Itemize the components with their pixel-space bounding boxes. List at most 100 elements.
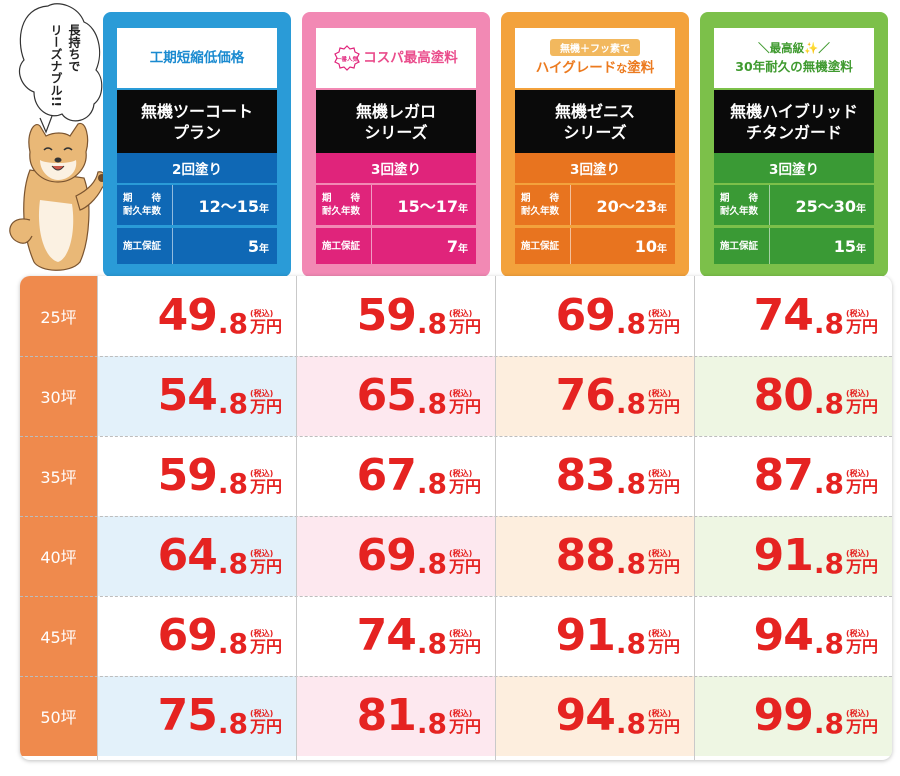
price-value: 83.8 (税込) 万円 bbox=[556, 454, 680, 498]
price-cell: 65.8 (税込) 万円 bbox=[297, 356, 495, 436]
price-integer: 87 bbox=[753, 450, 814, 501]
price-decimal: .8 bbox=[813, 387, 844, 420]
price-value: 74.8 (税込) 万円 bbox=[754, 294, 878, 338]
price-unit: 万円 bbox=[647, 477, 680, 496]
plan-tagline: 工期短縮低価格 bbox=[149, 49, 245, 66]
plan-warranty: 施工保証 15年 bbox=[714, 228, 874, 264]
price-integer: 91 bbox=[753, 530, 814, 581]
price-cell: 94.8 (税込) 万円 bbox=[695, 596, 892, 676]
plan-name-line2: シリーズ bbox=[364, 123, 428, 142]
plan-name: 無機レガロ シリーズ bbox=[316, 90, 476, 154]
price-integer: 67 bbox=[356, 450, 417, 501]
plan-name-line1: 無機レガロ bbox=[355, 102, 436, 121]
price-cell: 59.8 (税込) 万円 bbox=[98, 436, 296, 516]
price-value: 65.8 (税込) 万円 bbox=[357, 374, 481, 418]
price-value: 75.8 (税込) 万円 bbox=[158, 694, 282, 738]
price-integer: 64 bbox=[157, 530, 218, 581]
tax-included-label: (税込) bbox=[448, 629, 473, 638]
tax-included-label: (税込) bbox=[249, 469, 274, 478]
row-divider bbox=[20, 516, 892, 517]
price-integer: 94 bbox=[753, 610, 814, 661]
price-value: 76.8 (税込) 万円 bbox=[556, 374, 680, 418]
price-decimal: .8 bbox=[416, 627, 447, 660]
tax-included-label: (税込) bbox=[845, 709, 870, 718]
tax-included-label: (税込) bbox=[647, 389, 672, 398]
tax-included-label: (税込) bbox=[845, 309, 870, 318]
tax-included-label: (税込) bbox=[647, 549, 672, 558]
price-integer: 54 bbox=[157, 370, 218, 421]
price-integer: 69 bbox=[555, 290, 616, 341]
badge-text: 一番人気 bbox=[336, 55, 359, 63]
price-decimal: .8 bbox=[615, 467, 646, 500]
price-decimal: .8 bbox=[615, 307, 646, 340]
row-divider bbox=[20, 596, 892, 597]
durability-label: 期 待耐久年数 bbox=[515, 185, 571, 225]
price-decimal: .8 bbox=[615, 707, 646, 740]
plan-coats: 3回塗り bbox=[316, 153, 476, 183]
price-decimal: .8 bbox=[416, 467, 447, 500]
price-unit: 万円 bbox=[647, 717, 680, 736]
speech-text-line2: リーズナブル!! bbox=[49, 24, 63, 107]
plan-coats: 3回塗り bbox=[714, 153, 874, 183]
plan-durability: 期 待耐久年数 20〜23年 bbox=[515, 185, 675, 225]
plan-coats: 3回塗り bbox=[515, 153, 675, 183]
row-divider bbox=[20, 436, 892, 437]
price-unit: 万円 bbox=[845, 397, 878, 416]
table-row: 50坪 75.8 (税込) 万円 81.8 (税込) 万円 94.8 (税込) 万円 99.8 (税込… bbox=[20, 676, 892, 756]
plan-name-line2: チタンガード bbox=[745, 123, 842, 142]
price-cell: 88.8 (税込) 万円 bbox=[496, 516, 694, 596]
plan-tagline-line2: 30年耐久の無機塗料 bbox=[735, 58, 853, 74]
price-decimal: .8 bbox=[217, 307, 248, 340]
plan-name-line2: プラン bbox=[172, 123, 221, 142]
warranty-value: 5年 bbox=[247, 236, 269, 256]
tax-included-label: (税込) bbox=[845, 629, 870, 638]
price-unit: 万円 bbox=[249, 477, 282, 496]
plan-tagline-box: 無機＋フッ素で ハイグレードな塗料 bbox=[515, 28, 675, 88]
price-unit: 万円 bbox=[249, 317, 282, 336]
price-unit: 万円 bbox=[249, 717, 282, 736]
table-row: 40坪 64.8 (税込) 万円 69.8 (税込) 万円 88.8 (税込) 万円 91.8 (税込… bbox=[20, 516, 892, 596]
plan-coats: 2回塗り bbox=[117, 153, 277, 183]
price-value: 59.8 (税込) 万円 bbox=[357, 294, 481, 338]
plan-name-line2: シリーズ bbox=[563, 123, 627, 142]
plan-card-regalo: 一番人気 コスパ最高塗料 無機レガロシリーズ 3回塗り 期 待耐久年数 15〜1… bbox=[302, 12, 490, 277]
tax-included-label: (税込) bbox=[845, 549, 870, 558]
tax-included-label: (税込) bbox=[448, 309, 473, 318]
column-divider bbox=[97, 276, 98, 760]
price-cell: 64.8 (税込) 万円 bbox=[98, 516, 296, 596]
house-size-label: 25坪 bbox=[20, 276, 97, 356]
tax-included-label: (税込) bbox=[647, 309, 672, 318]
plan-warranty: 施工保証 7年 bbox=[316, 228, 476, 264]
plan-durability: 期 待耐久年数 15〜17年 bbox=[316, 185, 476, 225]
durability-label: 期 待耐久年数 bbox=[316, 185, 372, 225]
plan-name-line1: 無機ツーコート bbox=[140, 102, 253, 121]
tax-included-label: (税込) bbox=[249, 629, 274, 638]
plan-durability: 期 待耐久年数 25〜30年 bbox=[714, 185, 874, 225]
warranty-value: 15年 bbox=[833, 236, 866, 256]
plan-warranty: 施工保証 10年 bbox=[515, 228, 675, 264]
plan-name: 無機ツーコート プラン bbox=[117, 90, 277, 154]
price-decimal: .8 bbox=[615, 387, 646, 420]
price-decimal: .8 bbox=[615, 627, 646, 660]
price-cell: 91.8 (税込) 万円 bbox=[496, 596, 694, 676]
warranty-label: 施工保証 bbox=[316, 228, 372, 264]
column-divider bbox=[694, 276, 695, 760]
most-popular-badge-icon: 一番人気 bbox=[334, 45, 361, 71]
speech-text-line1: 長持ちで bbox=[67, 23, 81, 72]
price-integer: 69 bbox=[157, 610, 218, 661]
price-decimal: .8 bbox=[217, 467, 248, 500]
price-unit: 万円 bbox=[845, 317, 878, 336]
plan-name: 無機ハイブリッド チタンガード bbox=[714, 90, 874, 154]
durability-label: 期 待耐久年数 bbox=[117, 185, 173, 225]
row-divider bbox=[20, 676, 892, 677]
shiba-mascot-illustration: 長持ちで リーズナブル!! bbox=[9, 3, 107, 271]
speech-bubble bbox=[19, 3, 103, 122]
price-integer: 74 bbox=[356, 610, 417, 661]
plan-tagline: コスパ最高塗料 bbox=[363, 49, 458, 66]
plan-card-titan-guard: ＼最高級✨／ 30年耐久の無機塗料 無機ハイブリッド チタンガード 3回塗り 期 … bbox=[700, 12, 888, 277]
house-size-label: 30坪 bbox=[20, 356, 97, 436]
tax-included-label: (税込) bbox=[845, 469, 870, 478]
price-integer: 76 bbox=[555, 370, 616, 421]
warranty-label: 施工保証 bbox=[714, 228, 770, 264]
plan-durability: 期 待耐久年数 12〜15年 bbox=[117, 185, 277, 225]
